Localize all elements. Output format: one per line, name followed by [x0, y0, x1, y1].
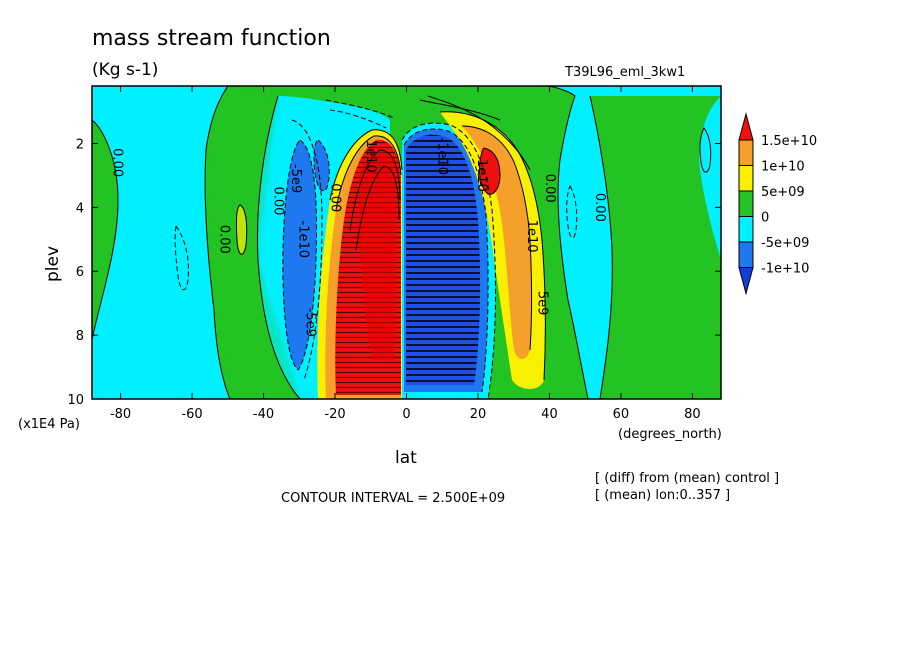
y-tick-label: 10	[67, 393, 84, 408]
contour-label: 0.00	[542, 174, 557, 203]
x-axis-label: lat	[395, 448, 417, 468]
y-axis-label: plev	[43, 246, 63, 282]
x-axis: -80 -60 -40 -20 0 20 40 60 80	[110, 86, 701, 422]
field-south-red-core	[358, 151, 397, 360]
field-cyan-west	[92, 86, 230, 399]
colorbar-swatch	[738, 241, 754, 268]
y-tick-label: 8	[76, 329, 84, 344]
x-tick-label: -20	[324, 407, 345, 422]
y-units: (x1E4 Pa)	[18, 417, 80, 432]
x-tick-label: -60	[181, 407, 202, 422]
y-tick-label: 2	[76, 137, 84, 152]
colorbar-label: 1e+10	[761, 160, 805, 175]
field-blue-west	[282, 140, 317, 370]
colorbar-swatch	[738, 216, 754, 243]
colorbar-bottom-arrow	[738, 267, 754, 296]
colorbar-label: 5e+09	[761, 185, 805, 200]
chart-units: (Kg s-1)	[92, 60, 158, 80]
contour-label: 1e10	[524, 220, 539, 253]
field-blue-west-upper	[314, 140, 330, 191]
field-cyan-polar	[92, 120, 118, 340]
contour-lines	[92, 86, 712, 399]
contour-label: 0.00	[109, 148, 124, 177]
y-axis: 2 4 6 8 10	[67, 137, 721, 408]
x-tick-label: 60	[613, 407, 630, 422]
colorbar-label: -1e+10	[761, 262, 809, 277]
x-tick-label: 20	[470, 407, 487, 422]
contour-lines-dashed	[174, 99, 578, 399]
contour-label: 1e10	[363, 140, 378, 173]
x-tick-label: -80	[110, 407, 131, 422]
y-tick-label: 4	[76, 201, 84, 216]
field-north-core	[406, 134, 481, 385]
contour-label: 0.00	[327, 183, 342, 212]
colorbar-label: -5e+09	[761, 236, 809, 251]
y-tick-label: 6	[76, 265, 84, 280]
x-tick-label: 80	[684, 407, 701, 422]
colorbar-swatch	[738, 190, 754, 217]
contour-label: 0.00	[217, 225, 232, 254]
colorbar-top-arrow	[738, 112, 754, 141]
contour-label: -1e10	[295, 221, 310, 259]
contour-label: 5e9	[535, 291, 550, 316]
note-line-1: [ (diff) from (mean) control ]	[595, 471, 779, 486]
contour-label: 1e10	[474, 159, 489, 192]
x-tick-label: 0	[402, 407, 410, 422]
x-units: (degrees_north)	[618, 427, 722, 442]
colorbar-swatch	[738, 139, 754, 166]
contour-label: -5e9	[302, 308, 317, 337]
contour-label: -1e10	[435, 138, 450, 176]
experiment-label: T39L96_eml_3kw1	[564, 65, 685, 80]
colorbar-label: 0	[761, 211, 769, 226]
note-line-2: [ (mean) lon:0..357 ]	[595, 488, 730, 503]
chart-title: mass stream function	[92, 26, 331, 51]
contour-label: 0.00	[592, 193, 607, 222]
colorbar: 1.5e+10 1e+10 5e+09 0 -5e+09 -1e+10	[738, 112, 817, 296]
field-east-red	[479, 148, 500, 195]
contour-label: -5e9	[288, 164, 303, 193]
x-tick-label: -40	[253, 407, 274, 422]
colorbar-label: 1.5e+10	[761, 134, 817, 149]
contour-label: 0.00	[270, 187, 285, 216]
x-tick-label: 40	[541, 407, 558, 422]
field-green-east	[590, 96, 721, 399]
field-cyan-east-small	[700, 128, 711, 173]
contour-interval: CONTOUR INTERVAL = 2.500E+09	[281, 491, 505, 506]
field-east-orange	[462, 126, 532, 359]
colorbar-swatch	[738, 165, 754, 192]
